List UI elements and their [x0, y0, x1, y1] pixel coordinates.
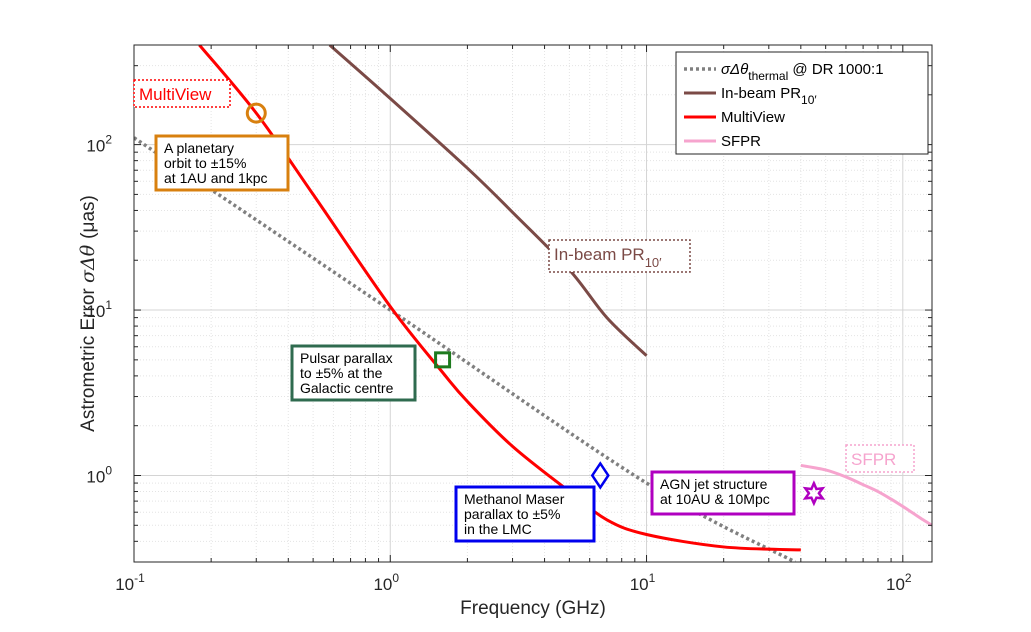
curve-label-in-beam-pr: In-beam PR10′ [548, 239, 691, 273]
markers [245, 102, 826, 507]
legend-entry: MultiView [721, 109, 785, 126]
series-line-in-beam-pr10 [328, 45, 648, 357]
diamond-marker [590, 461, 610, 490]
y-axis-label-text: Astrometric Error σΔθ (μas) [77, 195, 99, 432]
curve-label-text: In-beam PR10′ [554, 245, 662, 270]
annotation-text: at 1AU and 1kpc [164, 170, 268, 186]
annotation-text: Methanol Maser [464, 491, 565, 507]
curve-label-sfpr: SFPR [845, 444, 915, 473]
legend-entry: σΔθthermal @ DR 1000:1 [721, 61, 884, 83]
series-line-sfpr [800, 463, 932, 527]
y-tick-label: 101 [86, 298, 112, 321]
annotation-text: orbit to ±15% [164, 155, 246, 171]
x-tick-label: 102 [886, 571, 912, 594]
annotation-text: Galactic centre [300, 380, 394, 396]
legend-entry: SFPR [721, 133, 761, 150]
curve-label-multiview: MultiView [133, 79, 231, 108]
y-axis-label: Astrometric Error σΔθ (μas) [77, 195, 99, 432]
plot-frame [133, 44, 933, 563]
annotation-text: parallax to ±5% [464, 506, 560, 522]
y-tick-label: 100 [86, 463, 112, 486]
x-tick-label: 10-1 [115, 571, 145, 594]
annotation-text: to ±5% at the [300, 365, 383, 381]
x-tick-label: 100 [373, 571, 399, 594]
series-line-thermal [134, 136, 796, 562]
y-tick-label: 102 [86, 133, 112, 156]
annotation-text: at 10AU & 10Mpc [660, 491, 770, 507]
annotation-text: AGN jet structure [660, 476, 768, 492]
curve-label-text: MultiView [139, 85, 212, 104]
x-tick-label: 101 [630, 571, 656, 594]
annotation-text: Pulsar parallax [300, 350, 393, 366]
axis-ticks: 10-1 100 101 102 100 101 102 [86, 44, 932, 594]
annotation-text: A planetary [164, 140, 234, 156]
annotation-text: in the LMC [464, 521, 532, 537]
curve-label-text: SFPR [851, 450, 896, 469]
series-line-multiview [198, 45, 801, 552]
curve-labels: MultiView In-beam PR10′ SFPR [133, 79, 915, 473]
legend: σΔθthermal @ DR 1000:1In-beam PR10′ Multi… [675, 51, 929, 155]
circle-marker [245, 102, 267, 124]
legend-entry: In-beam PR10′ [721, 85, 817, 107]
star-marker [802, 480, 826, 507]
series-lines [134, 45, 932, 562]
square-marker [434, 351, 452, 369]
x-axis-label: Frequency (GHz) [460, 598, 606, 619]
legend-box [675, 51, 929, 155]
